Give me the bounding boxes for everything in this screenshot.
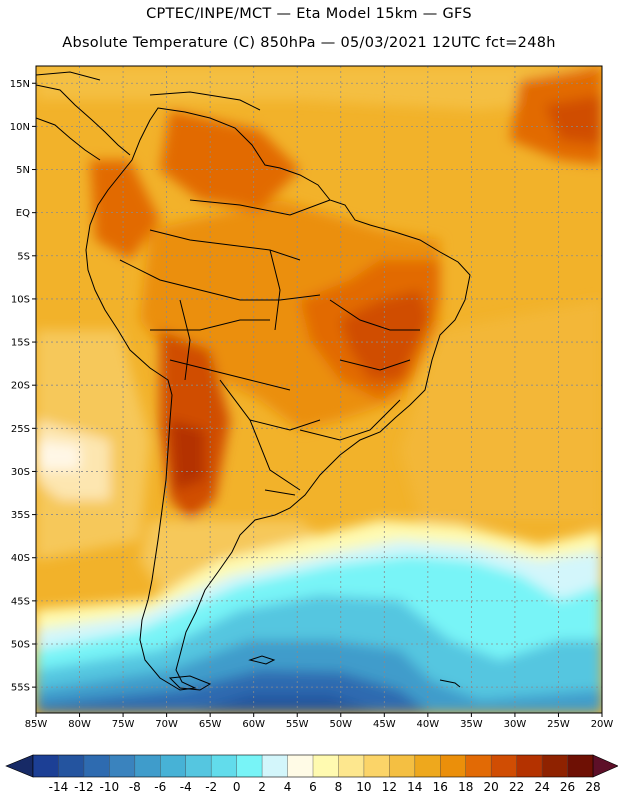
colorbar-label: 16 <box>433 780 448 794</box>
lon-label: 75W <box>112 719 135 730</box>
colorbar-low-arrow <box>5 754 34 778</box>
temperature-field <box>36 66 602 713</box>
colorbar-swatch <box>236 755 263 777</box>
lat-label: 15N <box>10 79 30 90</box>
colorbar-label: -14 <box>49 780 69 794</box>
lat-label: 45S <box>11 596 30 607</box>
colorbar-swatch <box>83 755 110 777</box>
colorbar-swatch <box>313 755 339 777</box>
lon-label: 35W <box>460 719 483 730</box>
colorbar-label: 24 <box>534 780 549 794</box>
lat-label: 50S <box>11 639 30 650</box>
colorbar-label: -4 <box>180 780 192 794</box>
colorbar-swatch <box>211 755 237 777</box>
colorbar-swatch <box>160 755 187 777</box>
colorbar-swatch <box>33 755 59 777</box>
lon-label: 55W <box>286 719 309 730</box>
colorbar-swatch <box>185 755 212 777</box>
lat-label: 5N <box>16 165 30 176</box>
colorbar-swatch <box>58 755 85 777</box>
lon-label: 85W <box>25 719 48 730</box>
lon-label: 65W <box>199 719 222 730</box>
colorbar-label: 6 <box>309 780 317 794</box>
lat-label: 40S <box>11 553 30 564</box>
lat-label: 20S <box>11 381 30 392</box>
lat-label: 25S <box>11 424 30 435</box>
colorbar-label: 18 <box>458 780 473 794</box>
lat-label: 30S <box>11 467 30 478</box>
lat-label: 5S <box>17 251 30 262</box>
colorbar-label: 14 <box>407 780 422 794</box>
colorbar-label: 26 <box>560 780 575 794</box>
lon-label: 25W <box>547 719 570 730</box>
colorbar-label: 2 <box>258 780 266 794</box>
lat-label: 15S <box>11 338 30 349</box>
colorbar-swatch <box>491 755 517 777</box>
colorbar-label: 8 <box>335 780 343 794</box>
colorbar-label: -12 <box>74 780 94 794</box>
lon-label: 40W <box>417 719 440 730</box>
colorbar-label: 22 <box>509 780 524 794</box>
colorbar-swatch <box>516 755 543 777</box>
lon-label: 80W <box>68 719 91 730</box>
lat-label: EQ <box>16 208 30 219</box>
lon-label: 45W <box>373 719 396 730</box>
colorbar-swatch <box>134 755 161 777</box>
colorbar: -14 -12 -10 -8 -6 -4 -2 0 2 4 6 8 10 12 14 16 18 20 22 24 26… <box>5 754 618 794</box>
map-axes: 85W 80W 75W 70W 65W 60W 55W 50W 45W 40W 35W 30W 25W 2… <box>10 79 614 730</box>
colorbar-swatch <box>567 755 594 777</box>
lat-label: 10S <box>11 294 30 305</box>
map-frame <box>35 65 603 714</box>
lat-label: 10N <box>10 122 30 133</box>
lon-label: 60W <box>242 719 265 730</box>
lat-label: 55S <box>11 683 30 694</box>
colorbar-label: 12 <box>382 780 397 794</box>
colorbar-label: -2 <box>205 780 217 794</box>
lon-label: 30W <box>504 719 527 730</box>
colorbar-swatch <box>109 755 136 777</box>
coastline-and-borders <box>36 71 471 691</box>
colorbar-swatch <box>287 755 314 777</box>
chart-title-line2: Absolute Temperature (C) 850hPa — 05/03/… <box>62 35 556 51</box>
colorbar-label: -10 <box>100 780 120 794</box>
colorbar-swatch <box>363 755 390 777</box>
colorbar-label: -6 <box>154 780 166 794</box>
lat-label: 35S <box>11 510 30 521</box>
colorbar-swatch <box>414 755 441 777</box>
lon-label: 50W <box>329 719 352 730</box>
colorbar-swatch <box>262 755 288 777</box>
colorbar-swatch <box>338 755 365 777</box>
colorbar-label: 10 <box>356 780 371 794</box>
colorbar-label: -8 <box>129 780 141 794</box>
colorbar-label: 20 <box>484 780 499 794</box>
colorbar-swatch <box>542 755 568 777</box>
colorbar-label: 0 <box>233 780 241 794</box>
colorbar-label: 4 <box>284 780 292 794</box>
lon-label: 20W <box>591 719 614 730</box>
grid-lines <box>36 66 602 713</box>
colorbar-swatch <box>440 755 467 777</box>
chart-title-line1: CPTEC/INPE/MCT — Eta Model 15km — GFS <box>146 6 472 22</box>
colorbar-swatch <box>465 755 492 777</box>
lon-label: 70W <box>155 719 178 730</box>
colorbar-label: 28 <box>585 780 600 794</box>
colorbar-high-arrow <box>592 754 618 778</box>
colorbar-swatch <box>389 755 416 777</box>
